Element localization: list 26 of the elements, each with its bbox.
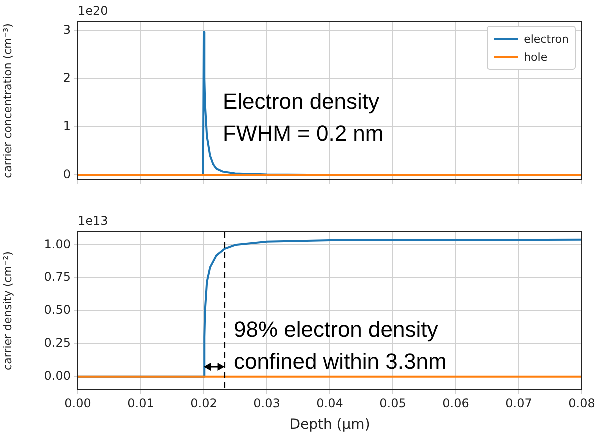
text: 1e13 [78,214,108,228]
x-tick-label: 0.07 [506,396,532,410]
x-tick-label: 0.03 [254,396,280,410]
y-tick-label: 3 [63,22,71,37]
x-tick-label: 0.08 [568,396,596,410]
y-tick-label: 1 [63,119,71,134]
y-tick-label: 0.75 [44,270,71,284]
x-tick-label: 0.02 [190,396,218,410]
y-tick-label: 0.25 [44,336,71,350]
y-tick-label: 2 [63,70,71,85]
y-tick-label: 0.00 [44,368,71,383]
y-tick-label: 0 [63,167,71,182]
y-tick-label: 1.00 [44,237,71,252]
y-tick-label: 0.50 [44,303,71,318]
x-tick-label: 0.05 [380,396,406,410]
text: 1e20 [78,4,108,18]
x-tick-label: 0.04 [316,396,344,410]
x-tick-label: 0.06 [442,396,470,410]
y-axis-title: carrier density (cm⁻²) [1,252,14,370]
legend-label: hole [524,50,548,64]
legend-label: electron [524,32,569,46]
x-tick-label: 0.01 [128,396,154,410]
annotation: Electron density FWHM = 0.2 nm [223,88,384,148]
x-axis-title: Depth (μm) [290,417,370,434]
annotation: 98% electron density confined within 3.3nm [234,316,447,376]
y-axis-title: carrier concentration (cm⁻³) [1,24,14,178]
